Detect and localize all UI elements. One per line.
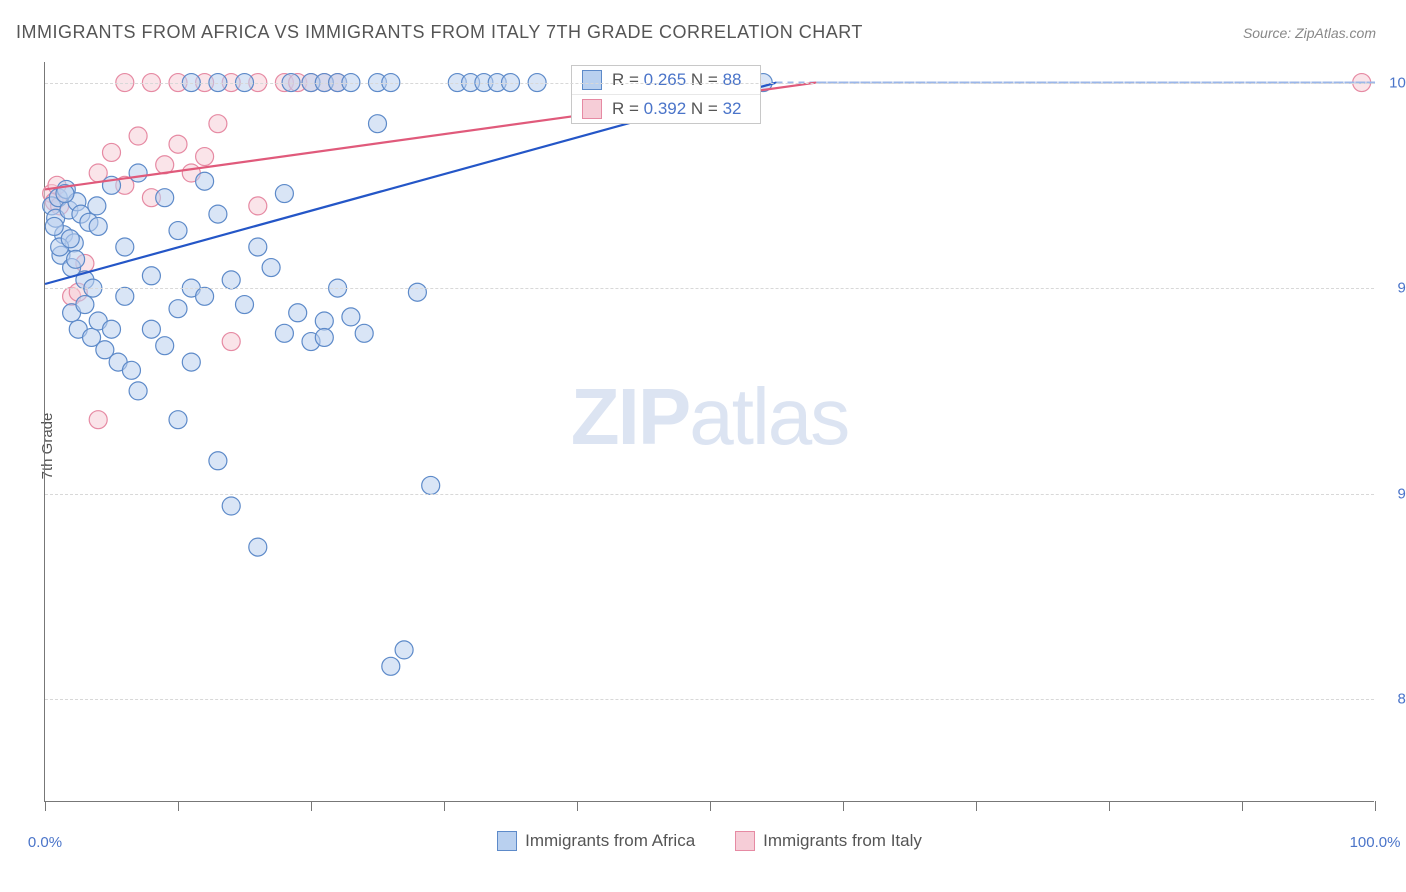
legend-stats-row: R = 0.265 N = 88 — [572, 66, 760, 94]
gridline — [45, 288, 1374, 289]
data-point — [67, 250, 85, 268]
swatch-series-a — [497, 831, 517, 851]
x-tick — [1242, 801, 1243, 811]
chart-area: ZIPatlas R = 0.265 N = 88 R = 0.392 N = … — [44, 62, 1374, 802]
data-point — [156, 189, 174, 207]
data-point — [116, 238, 134, 256]
data-point — [315, 328, 333, 346]
x-tick — [444, 801, 445, 811]
data-point — [196, 287, 214, 305]
x-tick-label: 100.0% — [1350, 834, 1401, 851]
x-tick — [710, 801, 711, 811]
legend-item: Immigrants from Africa — [497, 831, 695, 851]
data-point — [129, 382, 147, 400]
data-point — [249, 238, 267, 256]
data-point — [88, 197, 106, 215]
scatter-plot — [45, 62, 1374, 801]
data-point — [222, 497, 240, 515]
legend-series: Immigrants from Africa Immigrants from I… — [45, 831, 1374, 851]
source-label: Source: ZipAtlas.com — [1243, 25, 1376, 41]
x-tick — [178, 801, 179, 811]
data-point — [275, 324, 293, 342]
legend-item: Immigrants from Italy — [735, 831, 922, 851]
data-point — [382, 657, 400, 675]
data-point — [222, 271, 240, 289]
data-point — [169, 411, 187, 429]
y-tick-label: 100.0% — [1389, 74, 1406, 91]
data-point — [422, 476, 440, 494]
data-point — [122, 361, 140, 379]
data-point — [209, 452, 227, 470]
legend-stats: R = 0.265 N = 88 R = 0.392 N = 32 — [571, 65, 761, 124]
data-point — [236, 296, 254, 314]
data-point — [222, 333, 240, 351]
data-point — [182, 353, 200, 371]
x-tick — [976, 801, 977, 811]
x-tick — [577, 801, 578, 811]
data-point — [45, 217, 63, 235]
data-point — [355, 324, 373, 342]
data-point — [129, 164, 147, 182]
y-tick-label: 85.0% — [1397, 691, 1406, 708]
data-point — [196, 148, 214, 166]
data-point — [395, 641, 413, 659]
data-point — [169, 222, 187, 240]
legend-label: Immigrants from Italy — [763, 831, 922, 851]
data-point — [169, 300, 187, 318]
swatch-series-b — [735, 831, 755, 851]
gridline — [45, 494, 1374, 495]
swatch-series-a — [582, 70, 602, 90]
data-point — [89, 411, 107, 429]
data-point — [169, 135, 187, 153]
data-point — [61, 230, 79, 248]
data-point — [103, 143, 121, 161]
data-point — [196, 172, 214, 190]
y-tick-label: 95.0% — [1397, 280, 1406, 297]
gridline — [45, 699, 1374, 700]
x-tick — [843, 801, 844, 811]
data-point — [156, 337, 174, 355]
data-point — [342, 308, 360, 326]
legend-stats-row: R = 0.392 N = 32 — [572, 94, 760, 123]
gridline — [45, 83, 1374, 84]
data-point — [142, 320, 160, 338]
x-tick — [1109, 801, 1110, 811]
data-point — [315, 312, 333, 330]
data-point — [142, 267, 160, 285]
data-point — [116, 287, 134, 305]
data-point — [209, 115, 227, 133]
data-point — [249, 538, 267, 556]
data-point — [275, 185, 293, 203]
chart-title: IMMIGRANTS FROM AFRICA VS IMMIGRANTS FRO… — [16, 22, 863, 43]
data-point — [76, 296, 94, 314]
y-tick-label: 90.0% — [1397, 485, 1406, 502]
data-point — [408, 283, 426, 301]
x-tick — [45, 801, 46, 811]
legend-label: Immigrants from Africa — [525, 831, 695, 851]
data-point — [89, 217, 107, 235]
x-tick-label: 0.0% — [28, 834, 62, 851]
x-tick — [1375, 801, 1376, 811]
data-point — [262, 259, 280, 277]
data-point — [129, 127, 147, 145]
data-point — [209, 205, 227, 223]
title-row: IMMIGRANTS FROM AFRICA VS IMMIGRANTS FRO… — [0, 0, 1406, 51]
x-tick — [311, 801, 312, 811]
swatch-series-b — [582, 99, 602, 119]
data-point — [289, 304, 307, 322]
data-point — [103, 320, 121, 338]
data-point — [249, 197, 267, 215]
data-point — [369, 115, 387, 133]
